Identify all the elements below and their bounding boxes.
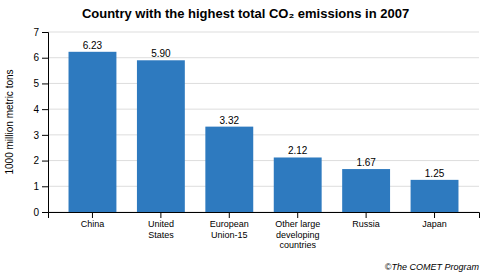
tick: China: [81, 212, 105, 229]
data-labels: 6.23 5.90 3.32 2.12 1.67 1.25: [83, 40, 445, 179]
tick-label-line: European: [210, 219, 249, 229]
tick-label-line: countries: [279, 240, 316, 250]
tick-label: 0: [33, 207, 39, 218]
tick: EuropeanUnion-15: [210, 212, 249, 240]
tick-label-line: developing: [276, 230, 320, 240]
tick-mark: [42, 135, 48, 136]
tick-label: 1: [33, 181, 39, 192]
tick-mark: [42, 109, 48, 110]
tick: 0: [33, 207, 48, 218]
y-axis-title: 1000 million metric tons: [4, 69, 15, 174]
tick-label: UnitedStates: [148, 219, 174, 239]
tick: 3: [33, 130, 48, 141]
tick-label: China: [81, 219, 105, 229]
bar: [137, 60, 185, 212]
tick-label-line: Union-15: [211, 230, 248, 240]
data-label: 1.67: [356, 157, 376, 168]
tick-label: Japan: [422, 219, 447, 229]
tick-mark: [42, 186, 48, 187]
tick: 5: [33, 78, 48, 89]
tick-label-line: China: [81, 219, 105, 229]
tick: 2: [33, 155, 48, 166]
chart: 6.23 5.90 3.32 2.12 1.67 1.25 0 1 2 3 4 5 6 7 China Uni…: [0, 0, 491, 274]
data-label: 6.23: [83, 40, 103, 51]
x-axis: China UnitedStates EuropeanUnion-15 Other l…: [49, 212, 480, 250]
bar: [274, 157, 322, 212]
tick-mark: [42, 32, 48, 33]
tick-mark: [160, 212, 161, 218]
bars: [69, 52, 459, 212]
tick-label: Other largedevelopingcountries: [275, 219, 320, 250]
tick: 7: [33, 27, 48, 38]
axis-line: [42, 33, 49, 213]
tick-mark: [434, 212, 435, 218]
tick-mark: [42, 83, 48, 84]
tick-mark: [229, 212, 230, 218]
tick-label: 3: [33, 130, 39, 141]
data-label: 2.12: [288, 145, 308, 156]
tick-label: Russia: [352, 219, 380, 229]
tick: 6: [33, 52, 48, 63]
tick: UnitedStates: [148, 212, 174, 240]
tick: Russia: [352, 212, 380, 229]
bar: [205, 127, 253, 212]
tick: Japan: [422, 212, 447, 229]
bar: [69, 52, 117, 212]
tick-mark: [297, 212, 298, 218]
y-axis: 0 1 2 3 4 5 6 7: [33, 27, 48, 218]
tick-label-line: United: [148, 219, 174, 229]
bar: [342, 169, 390, 212]
tick: 4: [33, 104, 48, 115]
tick-label: 2: [33, 155, 39, 166]
tick-label: 7: [33, 27, 39, 38]
tick-mark: [42, 58, 48, 59]
data-label: 5.90: [151, 48, 171, 59]
data-label: 3.32: [220, 115, 240, 126]
grid: [48, 32, 479, 212]
tick-label-line: States: [148, 230, 174, 240]
plot: 6.23 5.90 3.32 2.12 1.67 1.25 0 1 2 3 4 5 6 7 China Uni…: [33, 27, 479, 250]
tick-mark: [42, 212, 48, 213]
tick: 1: [33, 181, 48, 192]
bar: [411, 180, 459, 212]
tick-label: 6: [33, 52, 39, 63]
grid-line: [48, 32, 479, 33]
tick-label-line: Japan: [422, 219, 447, 229]
tick-label: 5: [33, 78, 39, 89]
tick: Other largedevelopingcountries: [275, 212, 320, 250]
tick-label: 4: [33, 104, 39, 115]
tick-mark: [366, 212, 367, 218]
title: Country with the highest total CO₂ emiss…: [82, 6, 409, 21]
tick-mark: [42, 161, 48, 162]
annotation: ©The COMET Program: [385, 262, 480, 272]
axis-line: [49, 213, 480, 219]
tick-mark: [92, 212, 93, 218]
tick-label-line: Russia: [352, 219, 380, 229]
tick-label-line: Other large: [275, 219, 320, 229]
tick-label: EuropeanUnion-15: [210, 219, 249, 239]
data-label: 1.25: [425, 168, 445, 179]
